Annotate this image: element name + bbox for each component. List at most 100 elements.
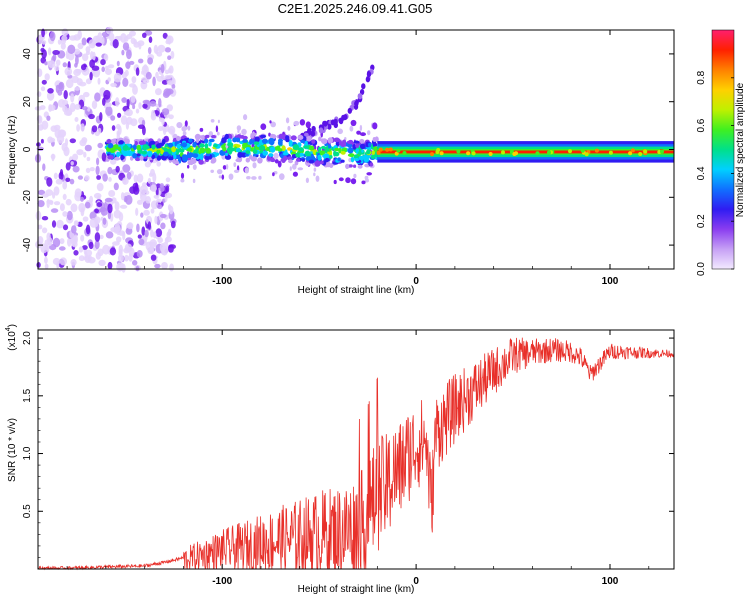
- track-blob: [151, 154, 156, 160]
- noise-dot: [165, 88, 174, 95]
- noise-dot: [78, 255, 85, 262]
- noise-dot: [108, 32, 115, 42]
- noise-dot: [149, 172, 153, 177]
- noise-dot: [159, 185, 165, 192]
- noise-dot: [279, 173, 285, 181]
- noise-dot: [120, 192, 125, 201]
- noise-dot: [99, 112, 103, 122]
- noise-dot: [252, 162, 257, 169]
- noise-dot: [102, 173, 108, 182]
- noise-dot: [69, 178, 75, 185]
- snr-x-axis-label: Height of straight line (km): [298, 584, 415, 595]
- noise-dot: [62, 181, 68, 190]
- noise-dot: [113, 182, 119, 191]
- noise-dot: [138, 58, 144, 64]
- noise-dot: [165, 177, 171, 183]
- noise-dot: [110, 115, 116, 121]
- snr-x-tick-label: 100: [602, 576, 619, 587]
- noise-dot: [112, 39, 119, 49]
- noise-dot: [41, 79, 47, 85]
- noise-dot: [132, 182, 139, 191]
- noise-dot: [154, 263, 161, 269]
- spectrogram-ticks: -100 0 100 -40 -20 0 20 40: [22, 30, 674, 287]
- noise-dot: [69, 102, 76, 113]
- branch-dot: [354, 100, 359, 107]
- noise-dot: [165, 39, 171, 45]
- track-blob: [300, 139, 306, 144]
- noise-dot: [152, 76, 156, 87]
- noise-dot: [36, 262, 41, 268]
- snr-y-tick-label: 1.0: [22, 446, 33, 460]
- track-blob: [244, 153, 249, 157]
- noise-dot: [59, 169, 64, 177]
- noise-dot: [70, 203, 78, 213]
- track-blob: [355, 148, 360, 155]
- track-blob: [310, 153, 314, 158]
- noise-dot: [121, 49, 125, 56]
- track-blob: [347, 153, 355, 157]
- noise-dot: [162, 127, 167, 135]
- noise-dot: [41, 28, 45, 38]
- noise-dot: [107, 203, 113, 214]
- noise-dot: [150, 208, 155, 214]
- noise-dot: [84, 175, 90, 181]
- noise-dot: [110, 82, 117, 88]
- noise-dot: [167, 244, 174, 253]
- noise-dot: [125, 61, 131, 69]
- noise-dot: [136, 223, 140, 233]
- noise-dot: [102, 244, 110, 255]
- noise-dot: [117, 112, 122, 118]
- track-blob: [324, 157, 330, 163]
- track-blob: [358, 150, 362, 156]
- noise-dot: [37, 36, 43, 45]
- noise-dot: [109, 247, 117, 256]
- noise-dot: [55, 59, 61, 66]
- noise-dot: [59, 238, 65, 245]
- noise-dot: [94, 208, 99, 214]
- noise-dot: [313, 172, 316, 177]
- track-blob: [252, 149, 258, 154]
- noise-dot: [41, 40, 47, 45]
- noise-dot: [216, 169, 223, 175]
- noise-dot: [86, 156, 91, 162]
- noise-dot: [150, 200, 159, 210]
- track-blob: [258, 145, 266, 151]
- track-blob: [277, 148, 283, 152]
- noise-dot: [83, 91, 90, 98]
- track-blob: [168, 156, 174, 161]
- noise-dot: [137, 124, 145, 129]
- noise-dot: [122, 177, 129, 185]
- track-blob: [106, 138, 112, 144]
- track-blob: [187, 147, 193, 152]
- noise-dot: [105, 231, 114, 239]
- noise-dot: [53, 186, 60, 196]
- track-blob: [236, 144, 241, 148]
- noise-dot: [97, 127, 102, 135]
- track-blob: [547, 150, 551, 155]
- noise-dot: [169, 263, 175, 272]
- noise-dot: [125, 121, 129, 130]
- noise-dot: [88, 113, 95, 120]
- branch-dot: [327, 123, 332, 130]
- colorbar-tick-label: 0.4: [696, 166, 707, 180]
- track-blob: [430, 152, 434, 157]
- track-blob: [295, 152, 302, 158]
- noise-dot: [74, 103, 81, 110]
- spec-y-tick-label: 20: [22, 96, 33, 108]
- figure-title: C2E1.2025.246.09.41.G05: [278, 1, 433, 16]
- noise-dot: [359, 124, 363, 132]
- noise-dot: [272, 172, 275, 177]
- noise-dot: [65, 198, 72, 206]
- track-blob: [594, 148, 599, 153]
- noise-dot: [85, 224, 91, 235]
- noise-dot: [140, 192, 147, 202]
- noise-dot: [117, 125, 122, 135]
- noise-dot: [150, 184, 157, 192]
- noise-dot: [95, 165, 100, 176]
- noise-dot: [84, 249, 93, 257]
- noise-dot: [99, 36, 105, 43]
- track-blob: [280, 153, 284, 159]
- noise-dot: [74, 86, 81, 91]
- noise-dot: [62, 211, 68, 217]
- track-blob: [130, 156, 134, 161]
